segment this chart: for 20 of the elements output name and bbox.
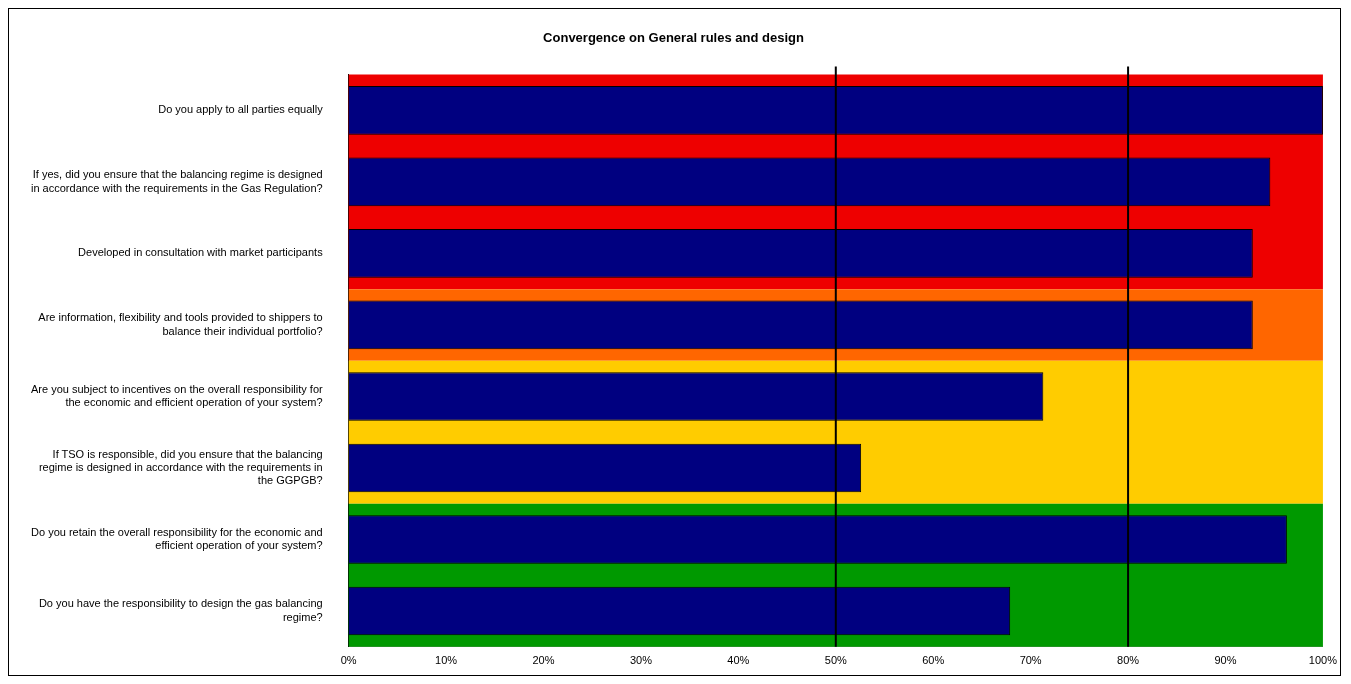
x-tick-label: 10% (435, 654, 458, 667)
y-tick-label: Do you retain the overall responsibility for the economic and efficient operation of your system? (31, 525, 323, 552)
y-tick-label: Developed in consultation with market participants (78, 246, 324, 259)
y-tick-label: Do you have the responsibility to design the gas balancing regime? (38, 597, 323, 623)
x-tick-label: 90% (1214, 654, 1237, 667)
x-tick-label: 80% (1117, 654, 1140, 667)
x-tick-label: 20% (532, 654, 555, 667)
y-tick-label: Are you subject to incentives on the overall responsibility for the economic and efficient operation of your system? (31, 382, 323, 409)
x-tick-label: 30% (629, 654, 653, 667)
y-tick-label: If TSO is responsible, did you ensure that the balancing regime is designed in accordance with the requirements in the GGPGB? (38, 447, 323, 487)
x-tick-label: 70% (1019, 654, 1042, 667)
x-tick-label: 40% (727, 654, 750, 667)
x-tick-label: 100% (1308, 654, 1338, 667)
x-tick-label: 0% (340, 654, 357, 667)
x-tick-label: 50% (824, 654, 848, 667)
y-tick-label: Do you apply to all parties equally (158, 103, 324, 116)
y-tick-label: Are information, flexibility and tools provided to shippers to balance their individual portfolio? (38, 311, 323, 337)
y-tick-label: If yes, did you ensure that the balancing regime is designed in accordance with the requirements in the Gas Regulation? (30, 168, 323, 194)
x-tick-label: 60% (922, 654, 945, 667)
chart-title: Convergence on General rules and design (543, 30, 804, 46)
